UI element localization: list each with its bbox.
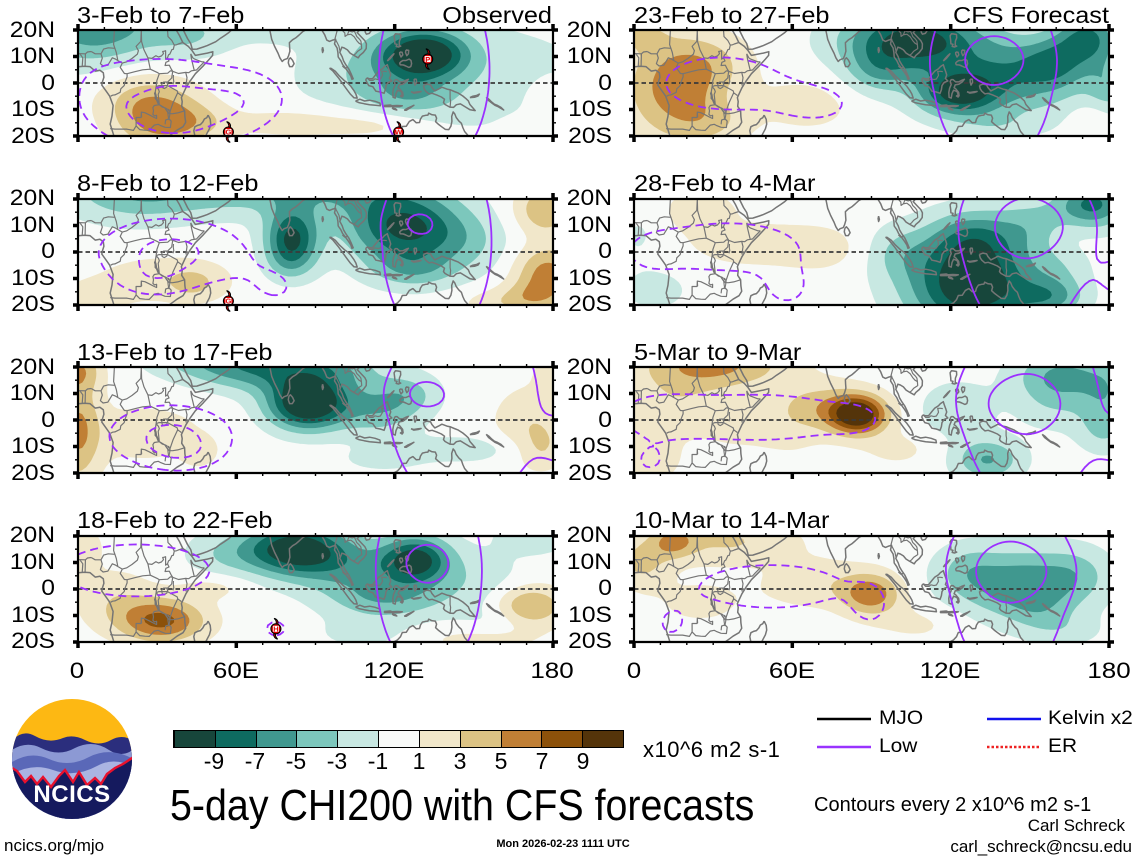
svg-text:H: H	[273, 624, 278, 633]
svg-text:W: W	[395, 128, 403, 137]
svg-text:NCICS: NCICS	[33, 781, 110, 808]
svg-text:G: G	[225, 296, 231, 305]
svg-text:G: G	[225, 128, 231, 137]
svg-text:P: P	[425, 55, 430, 64]
